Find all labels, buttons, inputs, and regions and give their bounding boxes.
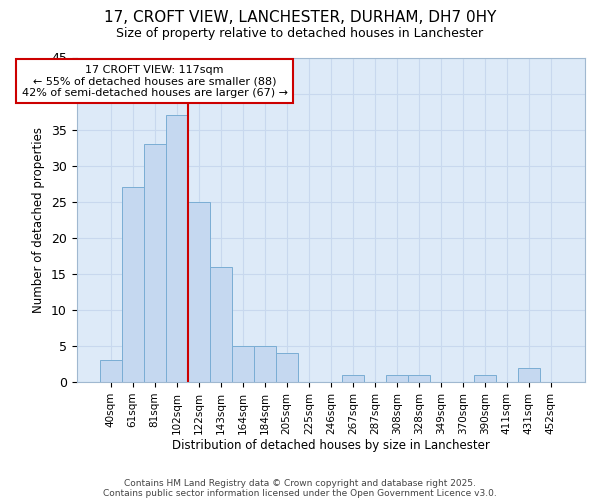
Bar (100, 360, 122, 382)
Text: 17 CROFT VIEW: 117sqm
← 55% of detached houses are smaller (88)
42% of semi-deta: 17 CROFT VIEW: 117sqm ← 55% of detached … (22, 64, 287, 98)
Bar (408, 375, 430, 382)
Bar (276, 353, 298, 382)
Y-axis label: Number of detached properties: Number of detached properties (32, 127, 46, 313)
Text: Size of property relative to detached houses in Lanchester: Size of property relative to detached ho… (116, 28, 484, 40)
Bar (342, 375, 364, 382)
Bar (166, 115, 188, 382)
Text: Contains public sector information licensed under the Open Government Licence v3: Contains public sector information licen… (103, 488, 497, 498)
Bar (474, 375, 496, 382)
X-axis label: Distribution of detached houses by size in Lanchester: Distribution of detached houses by size … (172, 440, 490, 452)
Bar (210, 266, 232, 382)
Bar (232, 346, 254, 382)
Bar (143, 144, 166, 382)
Bar (254, 346, 276, 382)
Bar (518, 368, 540, 382)
Bar (188, 202, 210, 382)
Bar (386, 375, 408, 382)
Text: 17, CROFT VIEW, LANCHESTER, DURHAM, DH7 0HY: 17, CROFT VIEW, LANCHESTER, DURHAM, DH7 … (104, 10, 496, 25)
Bar (122, 188, 143, 382)
Text: Contains HM Land Registry data © Crown copyright and database right 2025.: Contains HM Land Registry data © Crown c… (124, 478, 476, 488)
